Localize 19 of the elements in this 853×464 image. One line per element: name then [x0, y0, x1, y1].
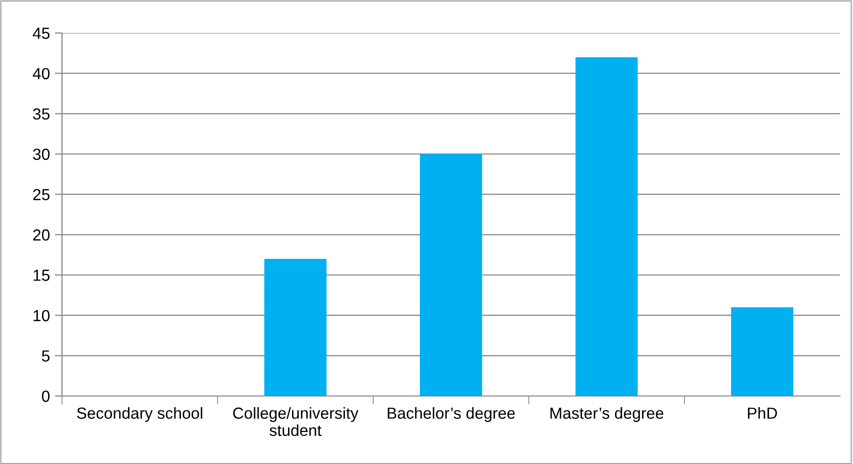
- y-tick-label: 5: [42, 350, 50, 362]
- x-tick-label: Secondary school: [77, 407, 202, 422]
- y-tick-label: 15: [34, 270, 50, 281]
- bar: [420, 154, 482, 396]
- y-tick-label: 20: [33, 229, 50, 241]
- x-tick-label: Master’s degree: [550, 407, 664, 422]
- y-tick-label: 45: [32, 28, 50, 39]
- bar: [731, 307, 794, 396]
- y-tick-label: 25: [33, 188, 50, 200]
- x-tick-label: College/university student: [233, 407, 358, 436]
- y-tick-label: 10: [34, 310, 50, 322]
- bar: [575, 57, 638, 396]
- y-tick-label: 30: [33, 148, 50, 160]
- bar: [264, 258, 327, 396]
- x-tick-label: Bachelor’s degree: [388, 407, 515, 422]
- y-tick-label: 40: [32, 68, 50, 80]
- x-tick-label: PhD: [748, 407, 777, 419]
- y-tick-label: 35: [33, 108, 50, 120]
- y-tick-label: 0: [42, 390, 50, 402]
